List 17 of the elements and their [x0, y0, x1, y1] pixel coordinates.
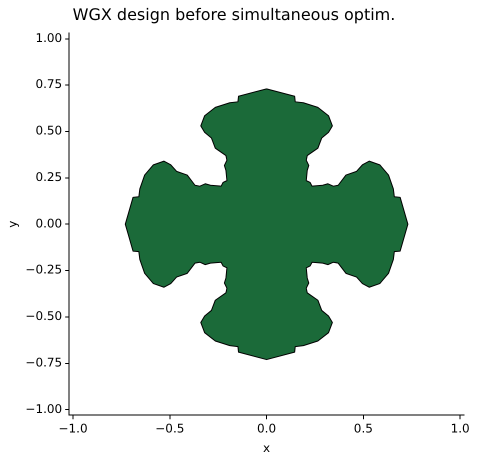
y-tick-label: 0.75 — [35, 77, 62, 92]
y-tick-label: 0.25 — [35, 170, 62, 184]
x-axis-title: x — [263, 440, 270, 455]
y-tick-label: −0.50 — [25, 309, 62, 324]
y-tick-label: −0.75 — [25, 355, 62, 370]
x-tick-label: −1.0 — [58, 422, 88, 436]
y-tick-label: 1.00 — [35, 30, 62, 45]
y-tick-label: 0.50 — [35, 124, 62, 138]
chart-title: WGX design before simultaneous optim. — [72, 4, 396, 24]
y-axis-title: y — [5, 220, 20, 228]
x-tick-label: 0.5 — [354, 422, 373, 436]
x-tick-label: 1.0 — [450, 422, 470, 436]
y-tick-label: −0.25 — [25, 262, 62, 277]
x-tick-label: −0.5 — [155, 422, 184, 436]
y-tick-label: 0.00 — [35, 216, 62, 230]
x-tick-label: 0.0 — [257, 422, 276, 436]
y-tick-label: −1.00 — [25, 402, 62, 416]
